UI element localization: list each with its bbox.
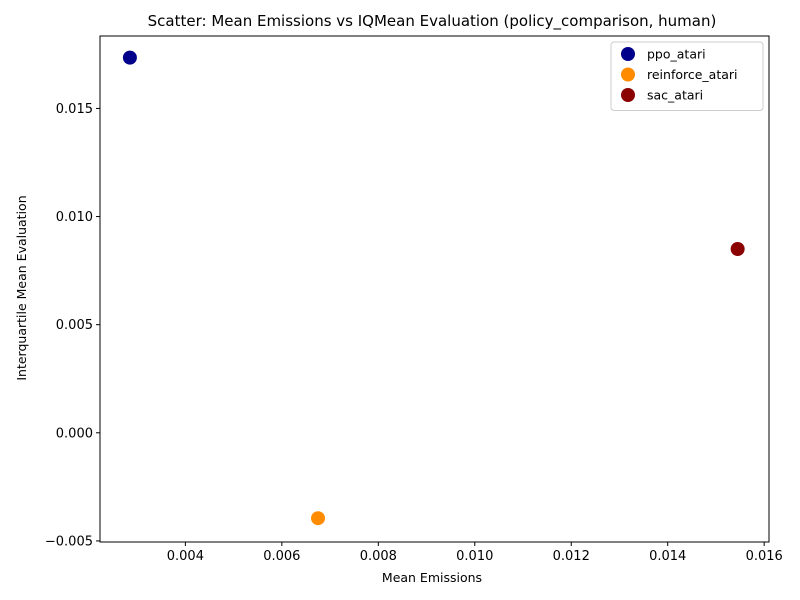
x-tick-label: 0.012: [553, 549, 590, 564]
legend-marker-ppo_atari: [621, 47, 635, 61]
x-tick-label: 0.008: [360, 549, 397, 564]
x-axis-ticks: 0.004 0.006 0.008 0.010 0.012 0.014 0.016: [167, 542, 783, 564]
legend-label-ppo_atari: ppo_atari: [647, 47, 706, 62]
y-axis-ticks: −0.005 0.000 0.005 0.010 0.015: [45, 102, 100, 549]
data-point-sac_atari: [730, 241, 745, 256]
data-points: [122, 50, 745, 526]
legend-label-reinforce_atari: reinforce_atari: [647, 67, 738, 82]
chart-title: Scatter: Mean Emissions vs IQMean Evalua…: [148, 12, 717, 31]
y-tick-label: −0.005: [45, 534, 93, 549]
y-tick-label: 0.015: [56, 102, 93, 117]
legend: ppo_atari reinforce_atari sac_atari: [610, 41, 764, 111]
y-tick-label: 0.010: [56, 210, 93, 225]
legend-box: [610, 41, 764, 111]
data-point-reinforce_atari: [311, 511, 326, 526]
y-tick-label: 0.000: [56, 426, 93, 441]
x-tick-label: 0.004: [167, 549, 204, 564]
legend-marker-sac_atari: [621, 88, 635, 102]
x-axis-label: Mean Emissions: [382, 570, 482, 585]
x-tick-label: 0.014: [649, 549, 686, 564]
x-tick-label: 0.010: [456, 549, 493, 564]
x-tick-label: 0.006: [263, 549, 300, 564]
legend-label-sac_atari: sac_atari: [647, 88, 703, 103]
plot-frame: [99, 35, 770, 543]
x-tick-label: 0.016: [746, 549, 783, 564]
data-point-ppo_atari: [122, 50, 137, 65]
legend-marker-reinforce_atari: [621, 67, 635, 82]
y-tick-label: 0.005: [56, 318, 93, 333]
y-axis-label: Interquartile Mean Evaluation: [14, 195, 29, 380]
